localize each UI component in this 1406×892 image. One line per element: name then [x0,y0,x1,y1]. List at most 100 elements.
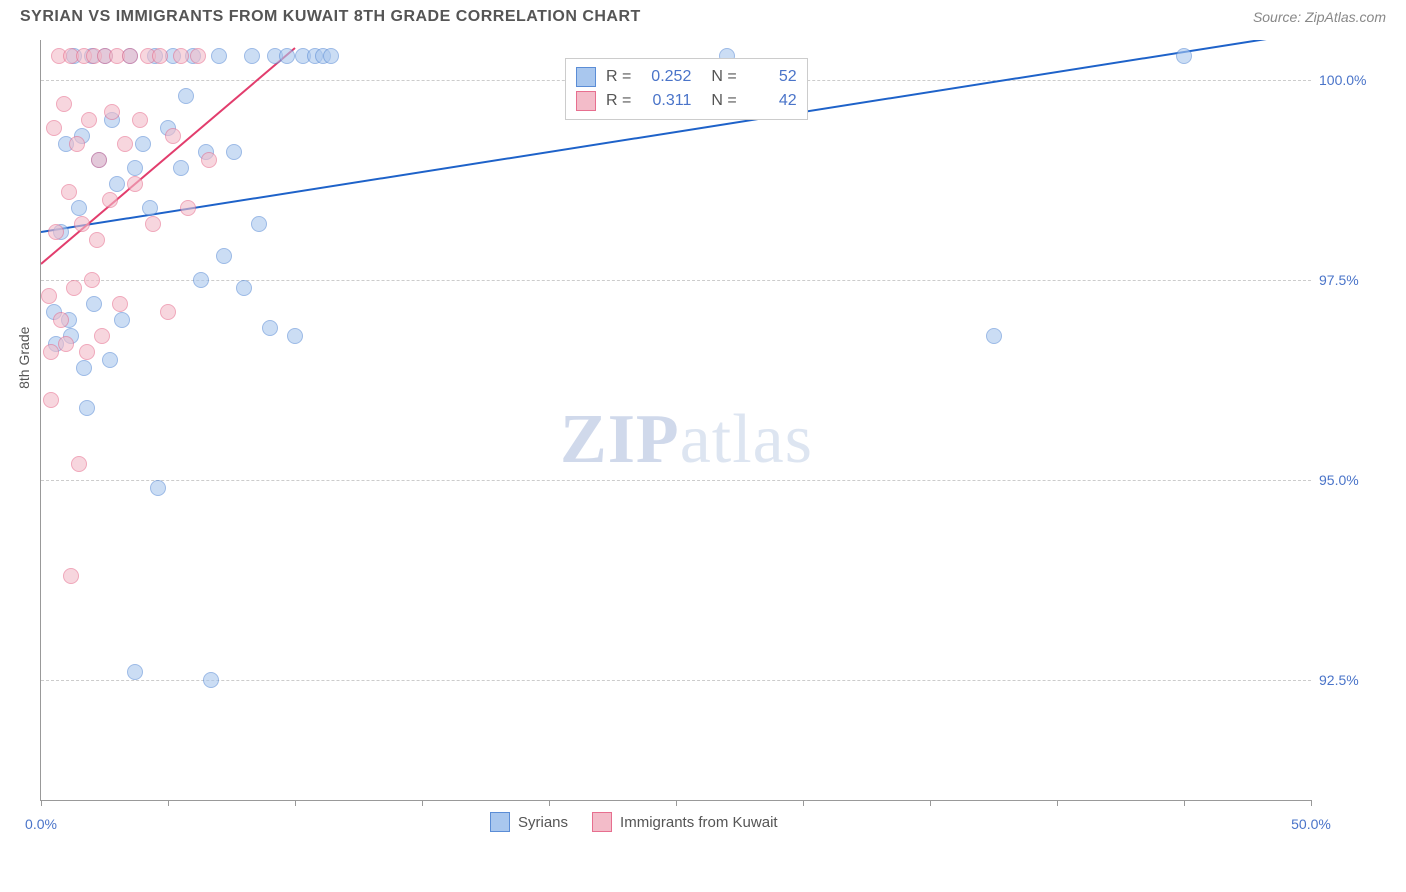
scatter-point [173,48,189,64]
scatter-point [104,104,120,120]
x-tick [803,800,804,806]
stats-r-label: R = [606,89,631,113]
scatter-point [178,88,194,104]
bottom-legend: Syrians Immigrants from Kuwait [490,812,794,832]
scatter-point [323,48,339,64]
scatter-point [89,232,105,248]
scatter-point [84,272,100,288]
scatter-point [81,112,97,128]
scatter-point [71,456,87,472]
scatter-point [180,200,196,216]
x-tick [1057,800,1058,806]
scatter-point [145,216,161,232]
scatter-point [71,200,87,216]
stats-r-value: 0.311 [641,89,691,113]
stats-n-value: 42 [747,89,797,113]
stats-legend-box: R = 0.252 N = 52 R = 0.311 N = 42 [565,58,808,120]
scatter-point [216,248,232,264]
x-tick-label: 50.0% [1291,816,1331,832]
scatter-point [48,224,64,240]
scatter-point [211,48,227,64]
stats-n-value: 52 [747,65,797,89]
scatter-point [160,304,176,320]
gridline-h [41,480,1311,481]
legend-label: Syrians [518,814,568,831]
scatter-point [152,48,168,64]
scatter-point [112,296,128,312]
y-tick-label: 100.0% [1319,72,1366,88]
scatter-point [279,48,295,64]
stats-row: R = 0.311 N = 42 [576,89,797,113]
scatter-point [251,216,267,232]
scatter-point [127,160,143,176]
stats-n-label: N = [711,89,736,113]
scatter-point [63,568,79,584]
scatter-point [74,216,90,232]
scatter-point [165,128,181,144]
scatter-point [56,96,72,112]
x-tick [1311,800,1312,806]
chart-title: SYRIAN VS IMMIGRANTS FROM KUWAIT 8TH GRA… [20,8,641,26]
scatter-point [94,328,110,344]
gridline-h [41,280,1311,281]
y-tick-label: 95.0% [1319,472,1359,488]
scatter-point [190,48,206,64]
scatter-point [127,664,143,680]
scatter-point [43,392,59,408]
x-tick [1184,800,1185,806]
scatter-point [122,48,138,64]
scatter-point [79,400,95,416]
scatter-point [244,48,260,64]
x-tick-label: 0.0% [25,816,57,832]
scatter-point [132,112,148,128]
y-tick-label: 97.5% [1319,272,1359,288]
x-tick [295,800,296,806]
scatter-point [173,160,189,176]
legend-swatch [576,67,596,87]
scatter-point [193,272,209,288]
scatter-point [127,176,143,192]
stats-row: R = 0.252 N = 52 [576,65,797,89]
legend-label: Immigrants from Kuwait [620,814,778,831]
scatter-point [43,344,59,360]
scatter-point [41,288,57,304]
scatter-point [236,280,252,296]
legend-swatch [592,812,612,832]
stats-r-label: R = [606,65,631,89]
plot-area: 92.5%95.0%97.5%100.0%0.0%50.0% [40,40,1311,801]
scatter-point [102,352,118,368]
scatter-point [142,200,158,216]
scatter-point [46,120,62,136]
scatter-point [109,176,125,192]
scatter-point [226,144,242,160]
scatter-point [1176,48,1192,64]
x-tick [930,800,931,806]
legend-swatch [490,812,510,832]
source-label: Source: ZipAtlas.com [1253,9,1386,25]
x-tick [676,800,677,806]
stats-n-label: N = [711,65,736,89]
scatter-point [66,280,82,296]
scatter-point [287,328,303,344]
scatter-point [86,296,102,312]
scatter-point [262,320,278,336]
x-tick [422,800,423,806]
scatter-point [203,672,219,688]
scatter-point [150,480,166,496]
y-tick-label: 92.5% [1319,672,1359,688]
x-tick [168,800,169,806]
stats-r-value: 0.252 [641,65,691,89]
scatter-point [69,136,85,152]
scatter-point [58,336,74,352]
scatter-point [201,152,217,168]
scatter-point [986,328,1002,344]
scatter-point [135,136,151,152]
x-tick [41,800,42,806]
x-tick [549,800,550,806]
scatter-point [114,312,130,328]
y-axis-title: 8th Grade [16,327,32,389]
scatter-point [102,192,118,208]
scatter-point [61,184,77,200]
scatter-point [79,344,95,360]
scatter-point [117,136,133,152]
